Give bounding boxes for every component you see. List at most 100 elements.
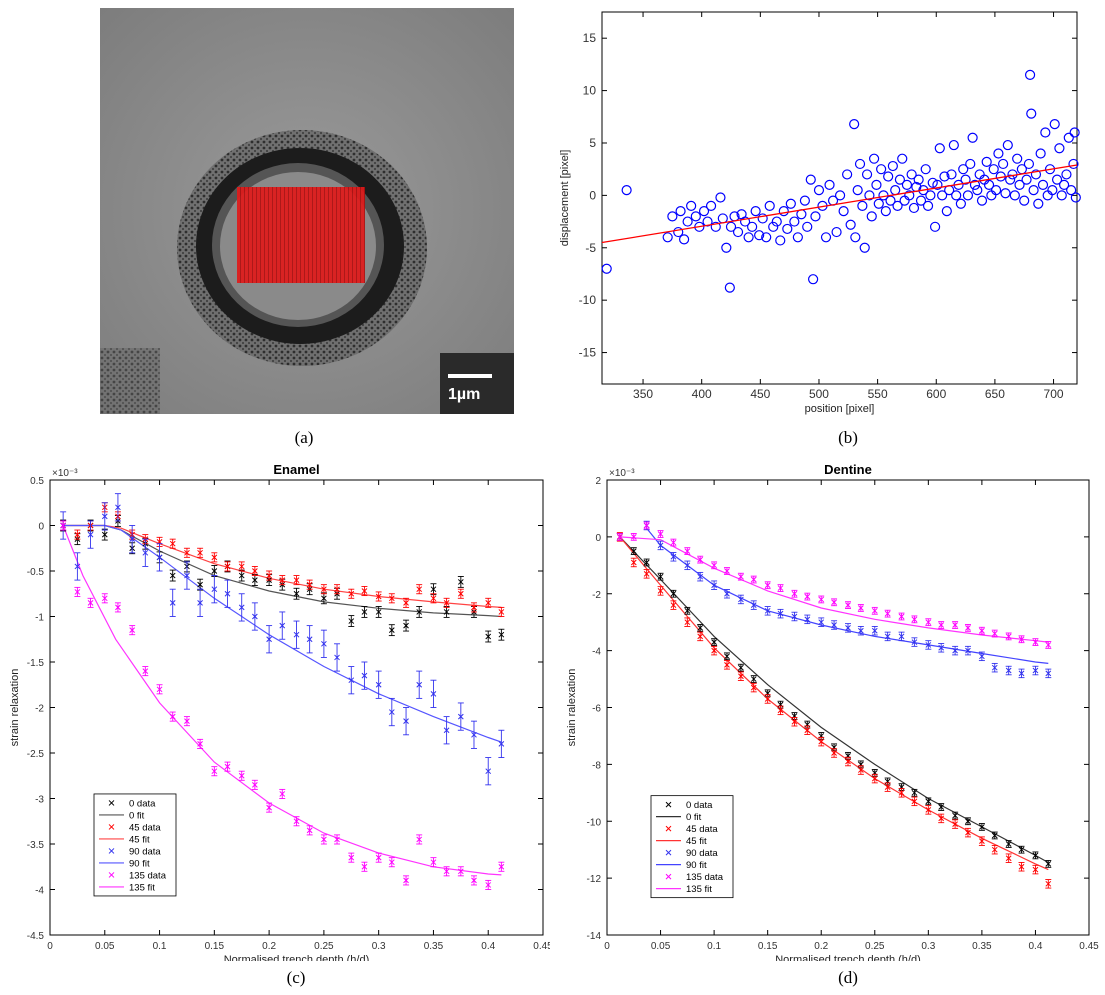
x-marker — [925, 798, 932, 805]
x-marker — [777, 707, 784, 714]
data-point — [1002, 139, 1013, 151]
data-point — [925, 640, 932, 650]
data-point — [920, 164, 931, 175]
data-point — [764, 581, 771, 590]
legend-label: 0 fit — [129, 810, 145, 821]
data-point — [871, 773, 878, 784]
data-point — [857, 604, 864, 612]
data-point — [1049, 119, 1060, 130]
data-point — [238, 569, 245, 582]
x-marker — [169, 599, 176, 606]
data-point — [443, 716, 450, 745]
y-tick-label: -12 — [587, 874, 602, 885]
x-tick-label: 350 — [633, 387, 653, 401]
data-point — [737, 594, 744, 605]
x-marker — [361, 588, 368, 594]
data-point — [799, 195, 811, 206]
data-point — [443, 866, 450, 877]
data-point — [711, 638, 718, 646]
data-point — [657, 586, 664, 596]
x-tick-label: 650 — [985, 387, 1005, 401]
data-point — [898, 612, 905, 621]
caption-d: (d) — [838, 968, 858, 987]
x-marker — [306, 827, 313, 834]
data-point — [224, 561, 231, 572]
data-point — [951, 190, 962, 201]
x-marker — [925, 619, 932, 626]
data-point — [197, 738, 204, 749]
x-marker — [952, 821, 958, 827]
x-marker — [777, 585, 784, 591]
data-point — [938, 813, 945, 824]
data-point — [808, 274, 819, 285]
x-tick-label: 0.1 — [707, 941, 721, 952]
x-marker — [238, 563, 245, 570]
x-marker — [252, 577, 258, 583]
data-point — [964, 645, 971, 656]
data-point — [183, 716, 190, 727]
data-point — [485, 597, 492, 608]
data-point — [723, 567, 730, 575]
x-marker — [616, 534, 623, 540]
data-point — [885, 195, 896, 206]
data-point — [725, 221, 737, 232]
data-point — [871, 179, 882, 191]
data-point — [764, 606, 771, 616]
data-point — [183, 547, 190, 558]
x-marker — [1045, 642, 1052, 648]
data-point — [810, 211, 821, 222]
data-point — [1000, 188, 1011, 199]
data-point — [859, 242, 870, 253]
data-point — [348, 588, 355, 599]
x-marker — [791, 613, 798, 620]
x-marker — [321, 836, 327, 843]
data-point — [643, 558, 650, 567]
x-marker — [293, 590, 300, 597]
data-point — [850, 232, 861, 243]
data-point — [925, 805, 932, 815]
data-point — [670, 589, 677, 598]
data-point — [1005, 174, 1016, 185]
data-point — [1040, 127, 1051, 138]
data-point — [871, 606, 878, 615]
caption-b: (b) — [838, 428, 858, 447]
x-marker — [457, 868, 464, 875]
data-point — [789, 216, 800, 227]
data-point — [922, 200, 934, 211]
data-point — [805, 174, 816, 185]
data-point — [958, 164, 969, 175]
y-axis-label: displacement [pixel] — [559, 150, 571, 247]
data-point — [485, 630, 492, 643]
data-point — [991, 629, 998, 638]
data-point — [927, 177, 938, 188]
data-point — [849, 119, 860, 130]
data-point — [1005, 840, 1012, 848]
data-point — [675, 205, 686, 217]
data-point — [911, 796, 918, 807]
y-tick-label: -3 — [35, 795, 44, 806]
x-marker — [279, 622, 286, 629]
data-point — [988, 164, 999, 175]
data-point — [705, 200, 717, 211]
data-point — [266, 625, 273, 654]
y-tick-label: -8 — [592, 760, 601, 771]
x-marker — [1032, 639, 1039, 645]
y-tick-label: 0 — [595, 533, 601, 544]
x-marker — [1018, 863, 1025, 870]
data-point — [224, 579, 231, 608]
data-point — [320, 629, 327, 658]
chart-title: Enamel — [273, 462, 319, 477]
data-point — [416, 670, 423, 699]
data-point — [754, 230, 765, 241]
x-marker — [711, 582, 717, 589]
x-marker — [711, 562, 717, 569]
data-point — [1018, 862, 1025, 872]
data-point — [670, 600, 677, 610]
data-point — [750, 682, 757, 693]
x-marker — [724, 661, 730, 668]
x-marker — [266, 804, 272, 811]
data-point — [697, 624, 704, 632]
x-tick-label: 0.2 — [262, 941, 276, 952]
x-marker — [711, 639, 717, 645]
x-tick-label: 0.3 — [372, 941, 386, 952]
